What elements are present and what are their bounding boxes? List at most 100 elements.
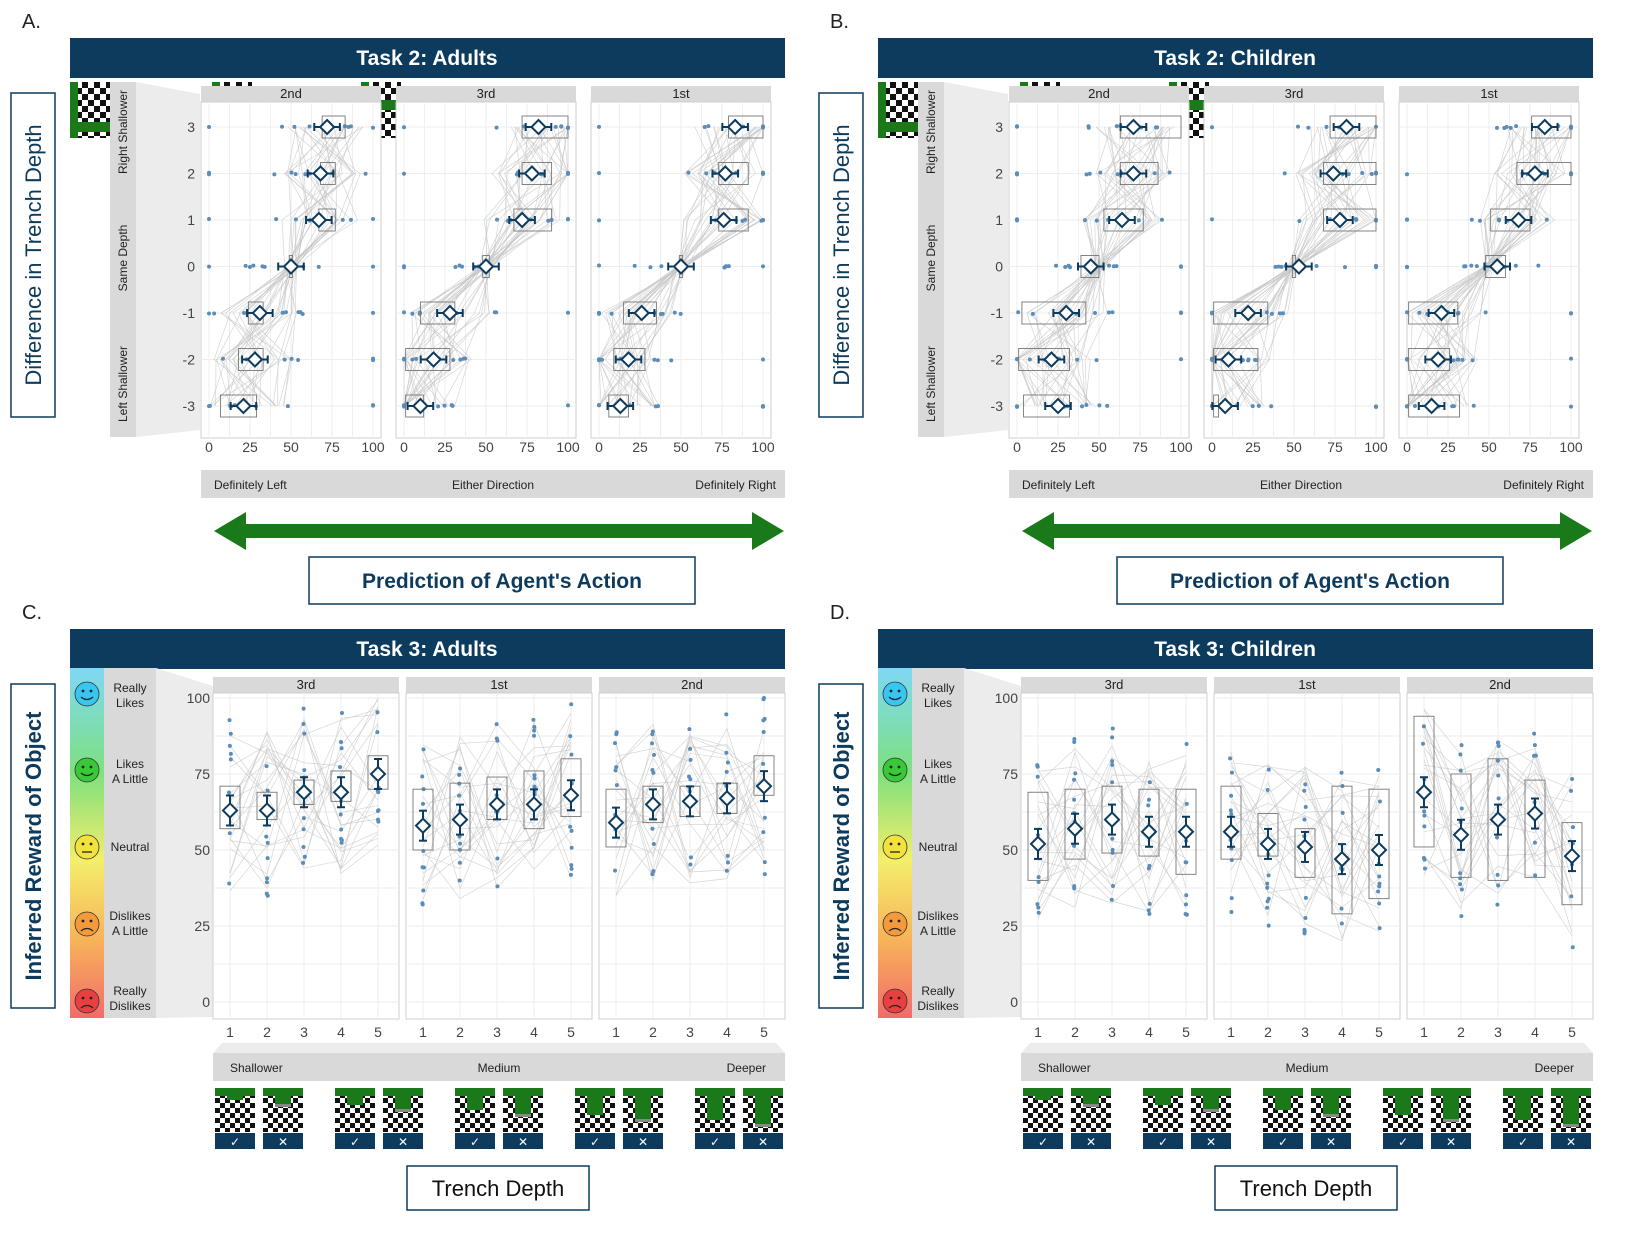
checker-cell [605,1118,610,1123]
checker-cell [778,1103,783,1108]
data-point [1377,901,1382,906]
data-point [724,750,729,755]
x-tick-label: 50 [1286,439,1302,455]
facet-strip [1214,677,1400,693]
checker-cell [1033,1118,1038,1123]
checker-cell [1418,1113,1423,1118]
trench-depth-icon: ✓ [1503,1088,1543,1149]
checker-cell [1199,124,1205,130]
checker-cell [388,1113,393,1118]
checker-cell [1086,1113,1091,1118]
checker-cell [710,1123,715,1128]
checker-cell [1226,1103,1231,1108]
x-tick-label: 5 [1568,1024,1576,1040]
xlabel-box [1116,556,1504,605]
eye [889,765,893,769]
data-point [1066,263,1071,268]
checker-cell [1393,1118,1398,1123]
group-strip [918,82,944,437]
trace-line [422,736,572,882]
checker-cell [1283,1108,1288,1113]
checker-cell [1158,1113,1163,1118]
checker-cell [298,1103,303,1108]
check-icon: ✓ [470,1135,480,1149]
data-point [761,357,765,362]
data-point [1376,768,1381,773]
trench-green [395,1096,411,1109]
group-label: Right Shallower [924,90,938,174]
checker-cell [1538,1123,1543,1128]
checker-cell [413,1108,418,1113]
data-point [207,172,211,177]
data-point [1303,895,1308,900]
data-point [1147,901,1152,906]
data-point [228,731,233,736]
trench-depth-icon: ✓ [335,1088,375,1149]
checker-cell [1196,1113,1201,1118]
data-point [1569,311,1573,316]
checker-cell [1581,1118,1586,1123]
checker-cell [730,1113,735,1118]
checker-cell [1273,1128,1278,1132]
data-point [725,853,730,858]
data-point [566,170,570,175]
checker-cell [293,1118,298,1123]
data-point [1422,866,1427,871]
checker-cell [575,1098,580,1103]
checker-cell [365,1108,370,1113]
data-point [1183,860,1188,865]
checker-cell [1187,124,1193,130]
checker-cell [1168,1123,1173,1128]
checker-cell [1288,1113,1293,1118]
trace-line [229,717,379,849]
mark-badge [215,1133,255,1149]
checker-cell [383,1098,388,1103]
box [405,348,451,371]
checker-cell [513,1128,518,1132]
data-point [495,856,500,861]
data-point [1036,875,1041,880]
checker-cell [1436,1103,1441,1108]
trench-green [1083,1096,1099,1104]
check-icon: ✓ [1398,1135,1408,1149]
data-point [650,741,655,746]
data-point [531,733,536,738]
data-point [726,264,731,269]
data-point [1504,124,1509,129]
checker-cell [88,136,94,138]
checker-cell [268,1123,273,1128]
checker-cell [585,1118,590,1123]
checker-cell [345,1118,350,1123]
data-point [1110,310,1115,315]
data-point [651,752,656,757]
checker-cell [590,1123,595,1128]
checker-cell [100,100,106,106]
funnel-shade [964,668,1021,1018]
mean-marker [1333,850,1351,868]
data-point [402,403,406,408]
x-tick-label: 75 [324,439,340,455]
checker-cell [763,1128,768,1132]
checker-cell [383,1118,388,1123]
data-point [532,725,537,730]
mean-marker [644,795,662,813]
checker-cell [743,1108,748,1113]
checker-cell [1173,1118,1178,1123]
checker-cell [1311,1128,1316,1132]
check-icon: ✓ [350,1135,360,1149]
data-point [1035,774,1040,779]
x-tick-label: 3 [1301,1024,1309,1040]
checker-cell [1513,1118,1518,1123]
trace-line [1037,751,1187,875]
data-point [566,217,570,222]
checker-cell [385,118,391,124]
checker-cell [88,88,94,94]
data-point [207,124,211,129]
x-tick-label: 4 [1338,1024,1346,1040]
data-point [402,310,406,315]
box [560,758,582,818]
checker-cell [355,1118,360,1123]
box [449,782,471,851]
checker-cell [580,1123,585,1128]
cross-icon: ✕ [1446,1135,1456,1149]
